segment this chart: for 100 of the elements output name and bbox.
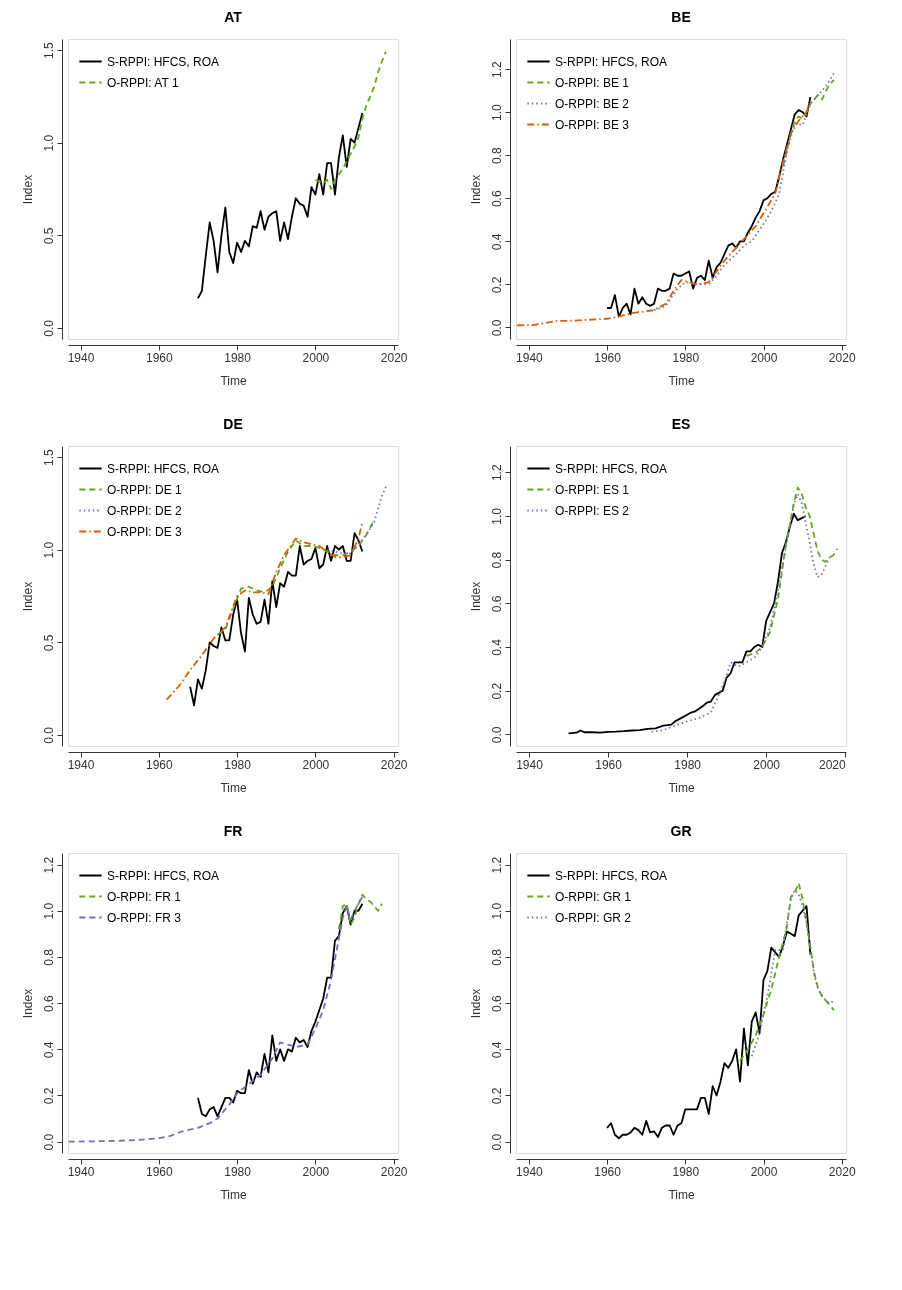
line-series: [745, 486, 839, 657]
x-tick-label: 1940: [516, 350, 544, 365]
y-tick-label: 0.8: [489, 551, 504, 569]
x-tick-label: 1940: [67, 1164, 95, 1179]
y-tick-label: 0.0: [41, 1133, 56, 1151]
line-series: [782, 78, 835, 167]
legend-label: O-RPPI: AT 1: [107, 75, 179, 90]
x-tick-label: 2000: [750, 350, 778, 365]
legend-label: S-RPPI: HFCS, ROA: [107, 868, 220, 883]
y-tick-label: 0.6: [41, 994, 56, 1012]
x-tick-label: 1960: [594, 350, 622, 365]
y-tick-label: 1.0: [41, 541, 56, 559]
x-tick-label: 2020: [828, 1164, 856, 1179]
chart-title: DE: [223, 416, 243, 432]
legend-label: O-RPPI: GR 1: [555, 889, 632, 904]
x-tick-label: 2020: [380, 350, 408, 365]
line-series: [326, 485, 387, 555]
y-tick-label: 0.0: [489, 726, 504, 744]
x-tick-label: 1960: [145, 757, 173, 772]
y-tick-label: 1.0: [489, 507, 504, 525]
x-tick-label: 1980: [224, 1164, 252, 1179]
legend-label: O-RPPI: ES 2: [555, 503, 630, 518]
legend-label: O-RPPI: BE 1: [555, 75, 630, 90]
legend-label: S-RPPI: HFCS, ROA: [107, 54, 220, 69]
y-tick-label: 1.2: [41, 856, 56, 874]
y-tick-label: 0.2: [489, 276, 504, 294]
x-tick-label: 1980: [224, 350, 252, 365]
x-tick-label: 2000: [753, 757, 781, 772]
y-tick-label: 0.6: [489, 595, 504, 613]
x-tick-label: 1980: [672, 1164, 700, 1179]
x-axis-title: Time: [668, 780, 695, 795]
x-tick-label: 2000: [302, 350, 330, 365]
x-tick-label: 1960: [594, 1164, 622, 1179]
x-tick-label: 2000: [750, 1164, 778, 1179]
legend-label: O-RPPI: ES 1: [555, 482, 630, 497]
y-tick-label: 0.8: [41, 948, 56, 966]
x-tick-label: 2020: [380, 1164, 408, 1179]
line-series: [197, 902, 364, 1118]
chart-title: ES: [671, 416, 691, 432]
chart-title: AT: [224, 9, 243, 25]
y-tick-label: 0.8: [489, 948, 504, 966]
y-tick-label: 1.2: [489, 464, 504, 482]
y-axis-title: Index: [20, 581, 35, 612]
y-tick-label: 0.2: [41, 1087, 56, 1105]
y-tick-label: 0.4: [489, 638, 504, 656]
x-tick-label: 2020: [380, 757, 408, 772]
y-tick-label: 0.4: [41, 1041, 56, 1059]
y-axis-title: Index: [20, 174, 35, 205]
x-tick-label: 2020: [819, 757, 847, 772]
line-series: [606, 96, 812, 318]
line-series: [516, 100, 812, 327]
x-tick-label: 1940: [67, 350, 95, 365]
legend-label: O-RPPI: DE 2: [107, 503, 183, 518]
y-tick-label: 0.8: [489, 147, 504, 165]
x-tick-label: 2000: [302, 757, 330, 772]
y-tick-label: 0.2: [489, 682, 504, 700]
y-axis-title: Index: [468, 581, 483, 612]
y-tick-label: 0.5: [41, 227, 56, 245]
y-tick-label: 1.0: [489, 902, 504, 920]
y-tick-label: 0.4: [489, 1041, 504, 1059]
y-tick-label: 0.0: [489, 319, 504, 337]
legend-label: S-RPPI: HFCS, ROA: [107, 461, 220, 476]
x-tick-label: 1980: [674, 757, 702, 772]
line-series: [337, 893, 383, 931]
line-series: [750, 889, 835, 1058]
y-tick-label: 1.5: [41, 41, 56, 59]
y-tick-label: 1.0: [41, 902, 56, 920]
legend-label: O-RPPI: DE 1: [107, 482, 183, 497]
y-tick-label: 1.2: [489, 856, 504, 874]
legend-label: O-RPPI: DE 3: [107, 524, 183, 539]
line-series: [314, 51, 387, 190]
line-series: [197, 112, 364, 300]
y-tick-label: 0.0: [41, 726, 56, 744]
y-tick-label: 0.2: [489, 1087, 504, 1105]
x-tick-label: 2000: [302, 1164, 330, 1179]
y-tick-label: 0.5: [41, 634, 56, 652]
legend-label: S-RPPI: HFCS, ROA: [555, 461, 668, 476]
y-axis-title: Index: [20, 988, 35, 1019]
y-tick-label: 0.6: [489, 994, 504, 1012]
x-tick-label: 1960: [595, 757, 623, 772]
y-tick-label: 1.5: [41, 448, 56, 466]
x-tick-label: 1960: [145, 1164, 173, 1179]
chart-title: BE: [671, 9, 691, 25]
legend-label: O-RPPI: GR 2: [555, 910, 632, 925]
line-series: [739, 882, 835, 1062]
line-series: [189, 532, 364, 707]
legend-label: O-RPPI: BE 2: [555, 96, 630, 111]
y-tick-label: 1.0: [489, 104, 504, 122]
x-axis-title: Time: [220, 1187, 247, 1202]
x-tick-label: 1940: [516, 757, 544, 772]
x-tick-label: 2020: [828, 350, 856, 365]
legend-label: S-RPPI: HFCS, ROA: [555, 54, 668, 69]
line-series: [650, 493, 831, 733]
legend-label: O-RPPI: FR 1: [107, 889, 182, 904]
y-tick-label: 0.6: [489, 190, 504, 208]
y-axis-title: Index: [468, 174, 483, 205]
line-series: [653, 72, 835, 312]
x-tick-label: 1980: [224, 757, 252, 772]
legend-label: O-RPPI: FR 3: [107, 910, 182, 925]
x-axis-title: Time: [668, 373, 695, 388]
